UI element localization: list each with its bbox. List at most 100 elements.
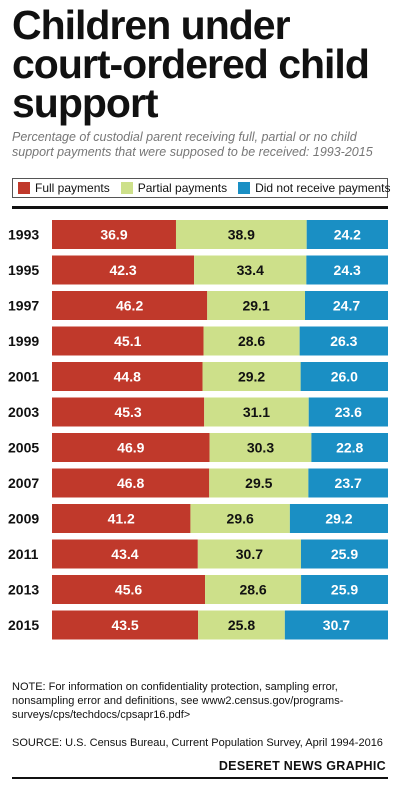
note-text: NOTE: For information on confidentiality… — [12, 681, 344, 721]
data-label-partial-2005: 30.3 — [247, 440, 274, 456]
bar-full-1999 — [52, 326, 204, 356]
category-label-1995: 1995 — [8, 262, 39, 278]
data-label-partial-1999: 28.6 — [238, 333, 265, 349]
data-label-none-2003: 23.6 — [335, 404, 362, 420]
bar-none-1997 — [305, 291, 388, 320]
legend-label-none: Did not receive payments — [255, 181, 391, 195]
chart-title: Children under court-ordered child suppo… — [12, 2, 370, 126]
data-label-full-1997: 46.2 — [116, 298, 143, 314]
bar-partial-2005 — [209, 433, 312, 462]
bar-none-2001 — [300, 362, 388, 391]
data-label-full-2005: 46.9 — [117, 440, 144, 456]
legend-item-none: Did not receive payments — [238, 181, 390, 195]
bar-partial-2007 — [209, 468, 309, 498]
legend-swatch-none — [238, 182, 251, 194]
data-label-full-2007: 46.8 — [117, 475, 144, 491]
category-label-1997: 1997 — [8, 298, 39, 314]
bar-none-2011 — [300, 539, 388, 569]
top-rule — [12, 206, 388, 209]
data-label-none-2015: 30.7 — [323, 617, 350, 633]
data-label-none-1997: 24.7 — [333, 298, 360, 314]
data-label-partial-2013: 28.6 — [239, 582, 266, 598]
data-label-none-2011: 25.9 — [331, 546, 358, 562]
category-label-2001: 2001 — [8, 369, 39, 385]
legend-swatch-partial — [120, 182, 133, 194]
bar-full-2015 — [52, 610, 199, 640]
bar-partial-2013 — [205, 575, 302, 604]
bar-none-2009 — [289, 504, 388, 533]
data-label-none-1995: 24.3 — [334, 262, 361, 278]
bar-none-2005 — [311, 433, 388, 462]
bar-partial-2009 — [190, 504, 290, 533]
bar-full-2013 — [52, 575, 206, 604]
legend-item-partial: Partial payments — [120, 181, 228, 195]
data-label-partial-2015: 25.8 — [228, 617, 255, 633]
bar-none-2013 — [301, 575, 388, 604]
data-label-partial-2011: 30.7 — [236, 546, 263, 562]
bar-none-1999 — [299, 326, 388, 356]
bar-none-2007 — [308, 468, 388, 498]
data-label-partial-2001: 29.2 — [238, 369, 265, 385]
data-label-full-1993: 36.9 — [100, 227, 127, 243]
data-label-none-2009: 29.2 — [325, 511, 352, 527]
category-label-2003: 2003 — [8, 404, 39, 420]
data-label-full-2013: 45.6 — [115, 582, 142, 598]
bar-full-2003 — [52, 397, 205, 427]
data-label-full-2015: 43.5 — [111, 617, 138, 633]
data-label-partial-2007: 29.5 — [245, 475, 272, 491]
data-label-none-1993: 24.2 — [334, 227, 361, 243]
stacked-bar-chart: 1993 36.9 38.9 24.2 1995 42.3 33.4 24.3 1997 46.2… — [8, 220, 388, 640]
legend: Full payments Partial payments Did not r… — [12, 178, 390, 198]
chart-subtitle: Percentage of custodial parent receiving… — [12, 130, 373, 159]
data-label-partial-1997: 29.1 — [242, 298, 269, 314]
bar-partial-1995 — [194, 255, 307, 285]
bar-none-2003 — [308, 397, 388, 427]
bar-full-2007 — [52, 468, 210, 498]
category-label-1999: 1999 — [8, 333, 39, 349]
bar-partial-2003 — [204, 397, 309, 427]
bar-full-1993 — [52, 220, 176, 249]
bar-partial-1999 — [203, 326, 300, 356]
legend-item-full: Full payments — [18, 181, 110, 195]
data-label-full-2003: 45.3 — [114, 404, 141, 420]
bottom-rule — [12, 777, 388, 779]
category-label-2015: 2015 — [8, 617, 39, 633]
data-label-partial-2009: 29.6 — [227, 511, 254, 527]
category-label-2009: 2009 — [8, 511, 39, 527]
category-label-2007: 2007 — [8, 475, 39, 491]
category-label-2011: 2011 — [8, 546, 39, 562]
bar-full-1995 — [52, 255, 195, 285]
data-label-full-1995: 42.3 — [109, 262, 136, 278]
bar-full-2011 — [52, 539, 198, 569]
credit-text: DESERET NEWS GRAPHIC — [218, 759, 386, 773]
bar-full-2001 — [52, 362, 203, 391]
category-label-1993: 1993 — [8, 227, 39, 243]
data-label-partial-2003: 31.1 — [243, 404, 270, 420]
bar-full-1997 — [52, 291, 208, 320]
bar-partial-2015 — [198, 610, 285, 640]
data-label-none-2005: 22.8 — [336, 440, 363, 456]
bar-none-1993 — [306, 220, 388, 249]
data-label-full-1999: 45.1 — [114, 333, 141, 349]
bar-partial-2001 — [202, 362, 301, 391]
data-label-none-1999: 26.3 — [330, 333, 357, 349]
legend-swatch-full — [18, 182, 30, 194]
bar-none-2015 — [284, 610, 388, 640]
source-text: SOURCE: U.S. Census Bureau, Current Popu… — [12, 737, 383, 749]
legend-label-partial: Partial payments — [137, 181, 228, 195]
bar-partial-1997 — [207, 291, 306, 320]
bar-none-1995 — [306, 255, 388, 285]
data-label-none-2007: 23.7 — [335, 475, 362, 491]
data-label-partial-1993: 38.9 — [228, 227, 255, 243]
bar-full-2009 — [52, 504, 191, 533]
data-label-none-2001: 26.0 — [331, 369, 358, 385]
data-label-full-2011: 43.4 — [111, 546, 138, 562]
data-label-full-2009: 41.2 — [108, 511, 135, 527]
bar-full-2005 — [52, 433, 210, 462]
legend-label-full: Full payments — [35, 181, 110, 195]
data-label-full-2001: 44.8 — [114, 369, 141, 385]
bar-partial-1993 — [175, 220, 307, 249]
data-label-none-2013: 25.9 — [331, 582, 358, 598]
category-label-2005: 2005 — [8, 440, 39, 456]
bar-partial-2011 — [197, 539, 301, 569]
